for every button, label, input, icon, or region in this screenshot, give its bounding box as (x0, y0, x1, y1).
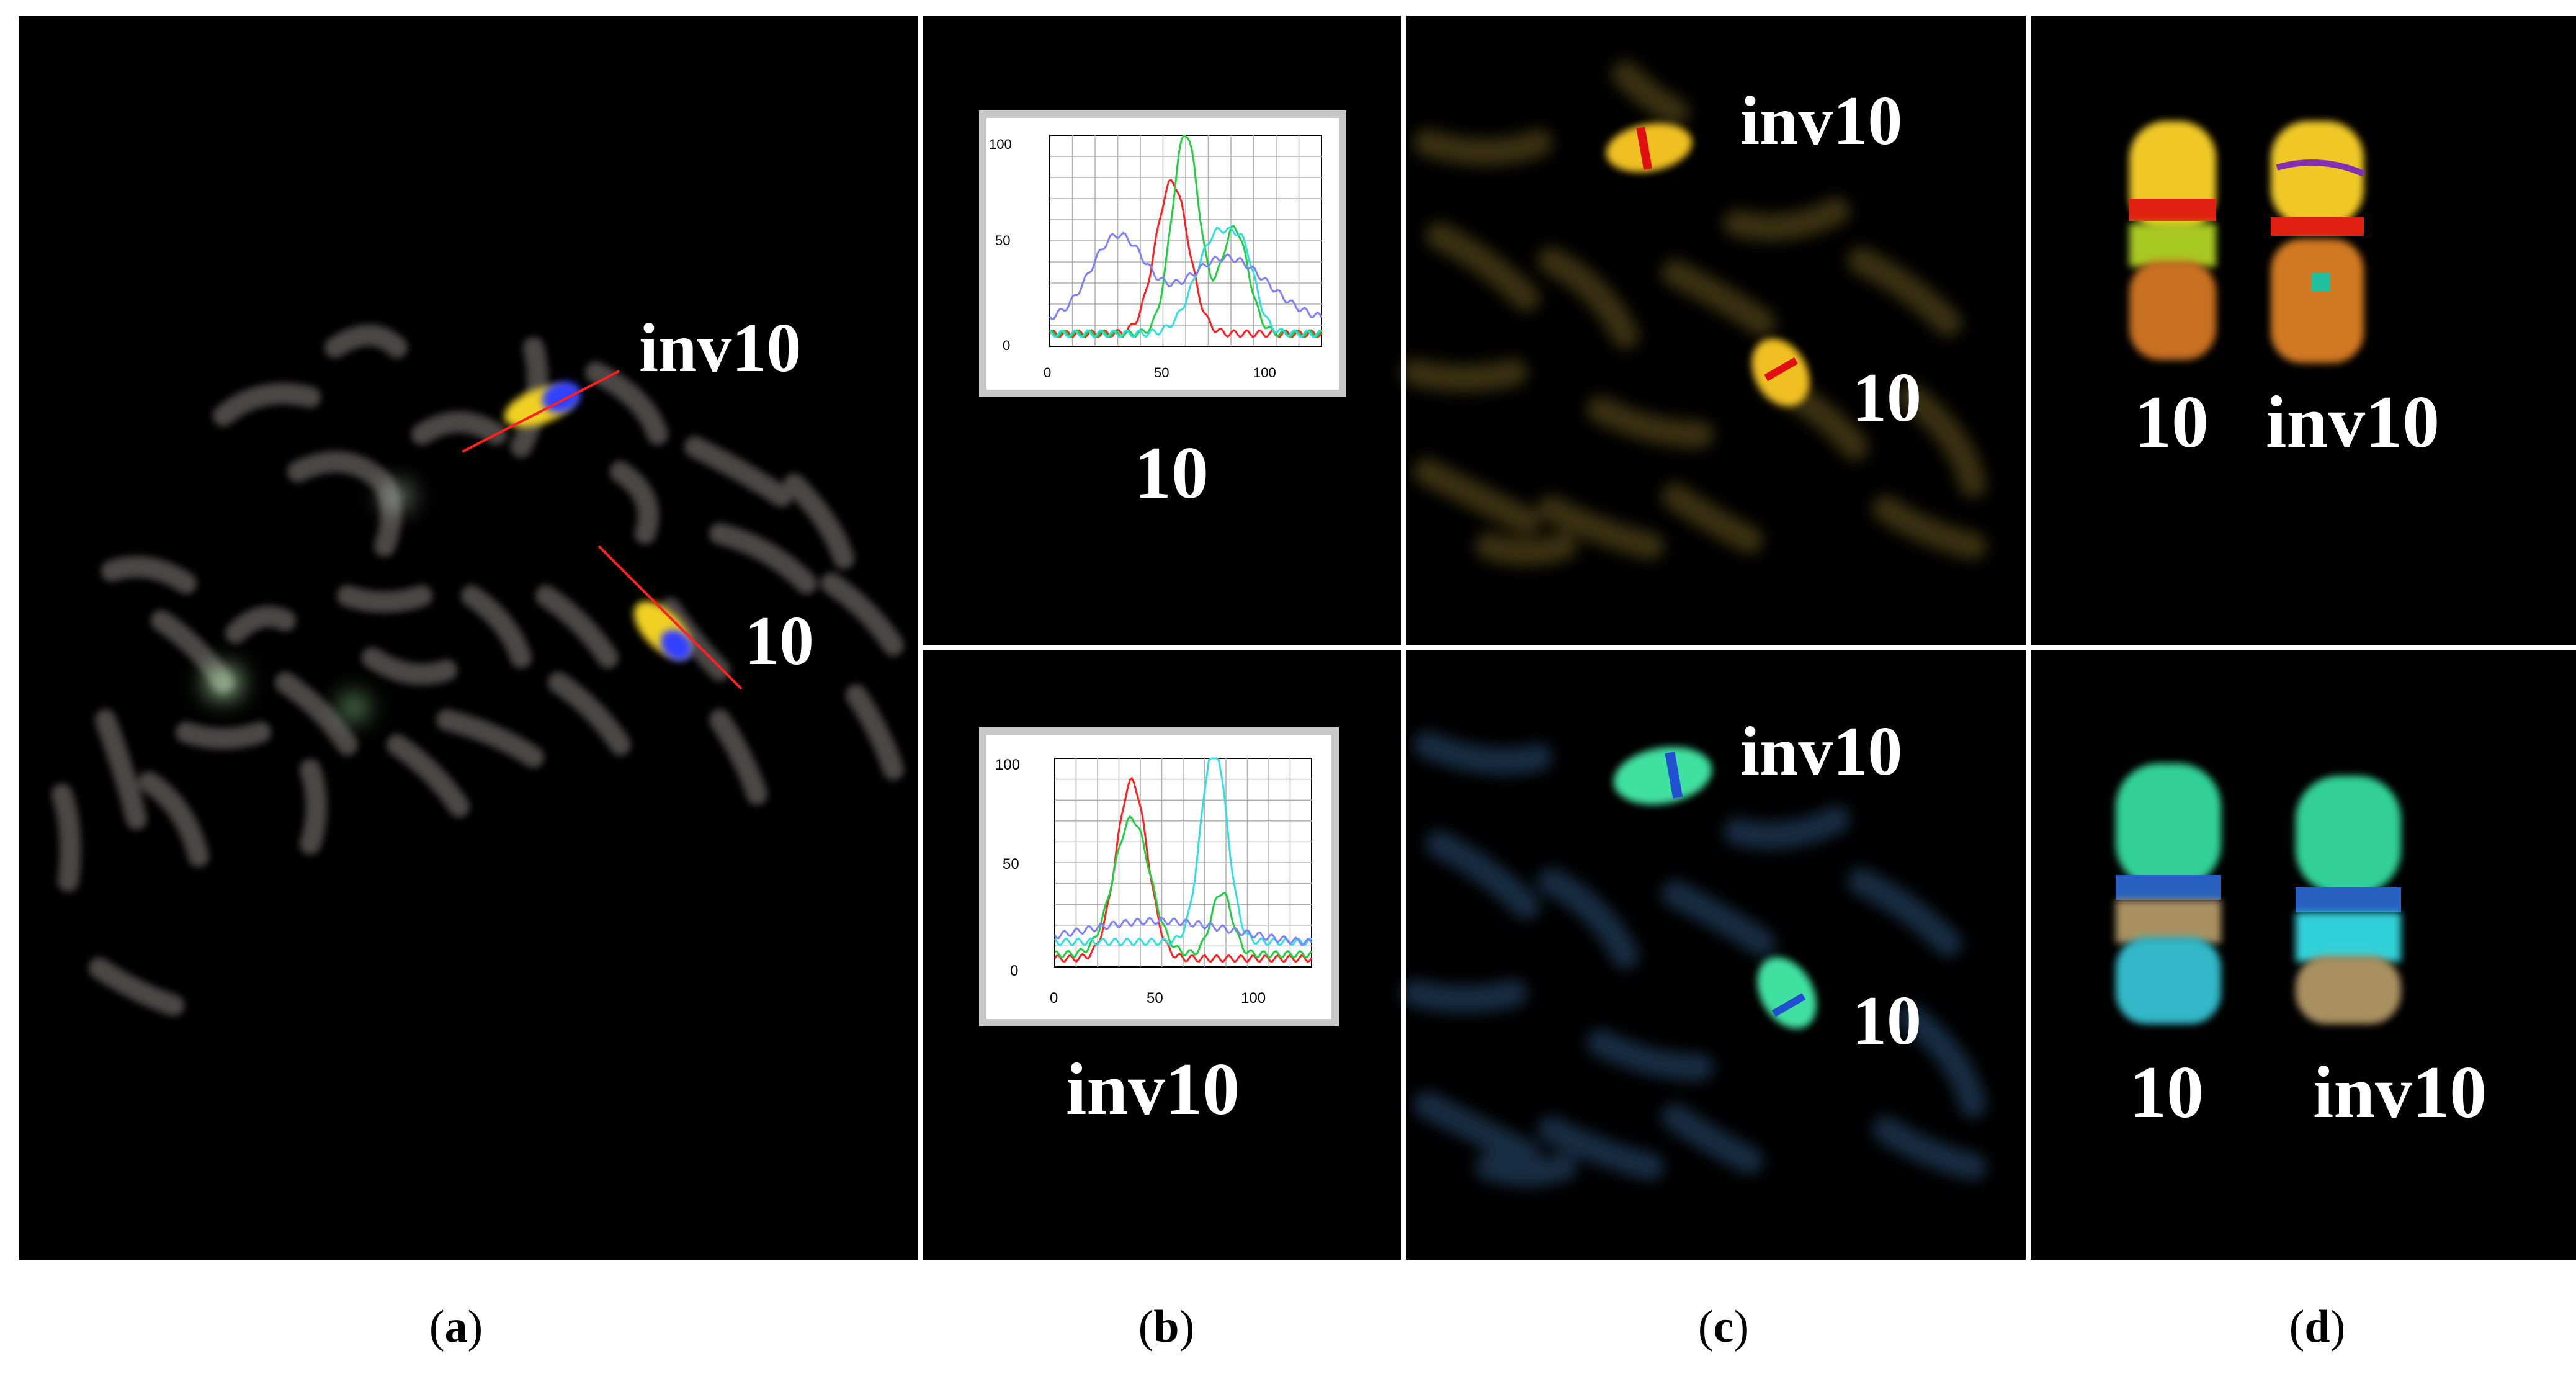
panel-b-top-profile-plot: 100 50 0 0 50 100 (979, 110, 1346, 397)
panel-c-top-label-inv10: inv10 (1740, 83, 1902, 159)
plot-ytick: 50 (1003, 856, 1019, 873)
paren-close: ) (468, 1301, 483, 1352)
svg-text:(d): (d) (2289, 1301, 2345, 1352)
panel-c-bottom-inv10-band (1665, 752, 1683, 799)
paren-open: ( (429, 1301, 445, 1352)
panel-d-top-inv10 (2271, 121, 2365, 363)
paren-close: ) (1179, 1301, 1195, 1352)
plot-profile-line (1054, 815, 1313, 959)
panel-d-top-image: 10 inv10 (2129, 121, 2440, 463)
panel-letter-d: (d) (2289, 1301, 2345, 1352)
divider-b-c (1401, 16, 1406, 1260)
panel-d-top-chr10 (2129, 121, 2216, 360)
plot-profile-line (1053, 916, 1313, 946)
plot-profile-line (1049, 178, 1323, 338)
panel-letter: b (1153, 1301, 1179, 1352)
panel-d-bottom-image: 10 inv10 (2116, 763, 2487, 1133)
panel-a-green-signals (206, 485, 411, 720)
panel-a-image: inv10 10 (51, 310, 904, 1016)
paren-open: ( (1698, 1301, 1714, 1352)
plot-background (986, 735, 1331, 1019)
paren-open: ( (1138, 1301, 1154, 1352)
panel-letter: a (445, 1301, 468, 1352)
plot-area (1053, 757, 1313, 968)
plot-profile-line (1053, 757, 1312, 947)
plot-ytick: 100 (989, 137, 1012, 152)
plot-profile-line (1049, 231, 1323, 320)
panel-a-normal10-chromosome (633, 601, 692, 662)
panel-c-bottom-chromosomes (1401, 731, 1987, 1187)
panel-letter-b: (b) (1138, 1301, 1194, 1352)
panel-c-bottom-label-inv10: inv10 (1740, 713, 1902, 790)
svg-text:(b): (b) (1138, 1301, 1194, 1352)
panel-a-label-10: 10 (745, 603, 814, 680)
divider-c-d (2026, 16, 2031, 1260)
panel-a-chromosomes (51, 325, 904, 1016)
plot-xtick: 0 (1050, 990, 1058, 1007)
panel-d-top-label-inv10: inv10 (2266, 380, 2440, 463)
panel-b-bottom-label: inv10 (1066, 1048, 1240, 1130)
plot-xtick: 50 (1154, 365, 1169, 380)
panel-c-top-label-10: 10 (1852, 359, 1921, 436)
panel-a-scan-line-10 (597, 545, 743, 690)
panel-c-bottom-image: inv10 10 (1401, 713, 1987, 1187)
plot-xtick: 100 (1241, 990, 1266, 1007)
panel-c-bottom-label-10: 10 (1852, 982, 1921, 1059)
plot-ytick: 50 (995, 233, 1010, 248)
panel-c-top-inv10-band (1636, 127, 1652, 170)
paren-close: ) (2330, 1301, 2346, 1352)
panel-c-top-inv10-signal (1606, 123, 1693, 173)
panel-a-scan-line-inv10 (462, 370, 620, 453)
plot-ytick: 0 (1003, 338, 1010, 353)
plot-xtick: 100 (1253, 365, 1276, 380)
panel-c-bottom-10-band (1771, 993, 1806, 1017)
panel-c-top-chromosomes (1401, 61, 1987, 566)
plot-ytick: 0 (1010, 963, 1018, 979)
panel-d-bottom-label-inv10: inv10 (2313, 1051, 2487, 1133)
panel-letter: c (1714, 1301, 1734, 1352)
panel-b-top-label: 10 (1134, 431, 1209, 514)
panel-d-bottom-chr10 (2116, 763, 2221, 1024)
svg-text:(c): (c) (1698, 1301, 1749, 1352)
panel-letter-a: (a) (429, 1301, 483, 1352)
panel-letter-c: (c) (1698, 1301, 1749, 1352)
divider-a-b (918, 16, 923, 1260)
plot-ytick: 100 (995, 757, 1020, 773)
divider-horizontal (921, 645, 2576, 650)
panel-letter: d (2304, 1301, 2330, 1352)
panel-c-bottom-inv10-signal (1613, 747, 1712, 805)
panel-d-bottom-label-10: 10 (2129, 1051, 2204, 1133)
plot-area (1049, 135, 1323, 347)
panel-c-bottom-10-signal (1757, 957, 1817, 1029)
paren-open: ( (2289, 1301, 2305, 1352)
panel-d-bottom-inv10 (2296, 776, 2401, 1024)
panel-a-label-inv10: inv10 (639, 310, 801, 387)
panel-c-top-10-band (1764, 357, 1798, 382)
plot-profile-line (1049, 226, 1322, 338)
paren-close: ) (1733, 1301, 1749, 1352)
svg-text:(a): (a) (429, 1301, 483, 1352)
panel-dividers (918, 16, 2576, 1260)
panel-b-bottom-profile-plot: 100 50 0 0 50 100 (979, 727, 1339, 1026)
plot-xtick: 0 (1044, 365, 1051, 380)
panel-c-top-image: inv10 10 (1401, 61, 1987, 566)
plot-xtick: 50 (1147, 990, 1163, 1007)
panel-d-top-label-10: 10 (2134, 380, 2209, 463)
